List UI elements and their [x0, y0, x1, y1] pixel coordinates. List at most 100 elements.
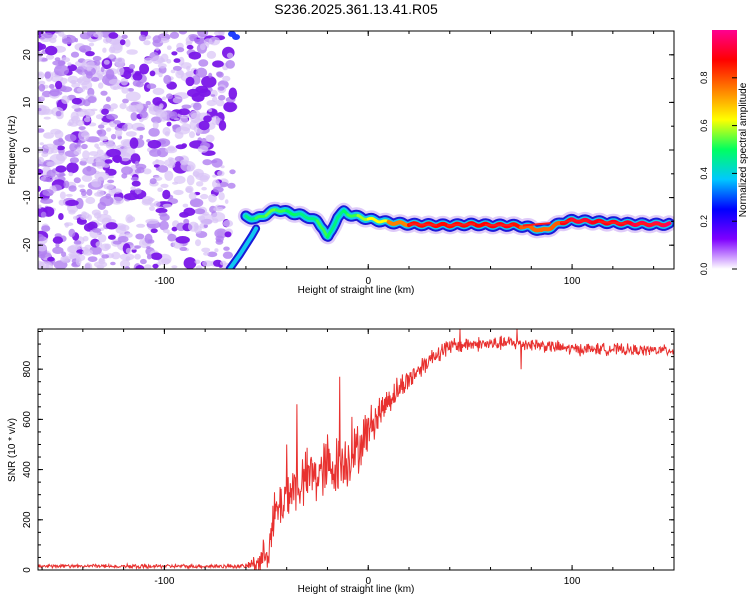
noise-blob	[113, 120, 121, 125]
noise-blob	[71, 97, 82, 105]
noise-blob	[52, 246, 64, 254]
noise-blob	[56, 145, 65, 151]
noise-blob	[111, 251, 121, 260]
noise-blob	[78, 129, 90, 142]
noise-blob	[114, 57, 125, 68]
noise-blob	[38, 185, 41, 192]
noise-blob	[134, 245, 142, 249]
noise-blob	[105, 143, 117, 149]
noise-blob	[145, 100, 151, 106]
noise-blob	[208, 194, 217, 203]
noise-blob	[143, 57, 153, 64]
noise-blob	[197, 31, 209, 38]
noise-blob	[67, 64, 78, 72]
noise-blob	[106, 113, 118, 120]
noise-blob	[132, 72, 143, 81]
noise-blob	[82, 166, 97, 176]
noise-blob	[214, 228, 228, 239]
snr-series-line	[38, 329, 674, 570]
noise-blob	[60, 77, 68, 85]
noise-blob	[179, 246, 188, 251]
noise-blob	[199, 175, 209, 183]
noise-blob	[179, 211, 190, 218]
noise-blob	[212, 179, 220, 189]
noise-blob	[135, 163, 147, 170]
noise-blob	[96, 264, 105, 269]
noise-blob	[86, 71, 93, 79]
noise-blob	[119, 253, 135, 261]
noise-blob	[58, 213, 64, 220]
noise-blob	[149, 203, 157, 207]
track-core-segment	[488, 221, 513, 229]
noise-blob	[44, 177, 51, 182]
track-core-segment	[529, 225, 544, 233]
noise-blob	[217, 86, 225, 91]
noise-blob	[201, 247, 211, 253]
spectrogram-ylabel: Frequency (Hz)	[7, 116, 18, 185]
noise-blob	[98, 257, 106, 265]
noise-blob	[119, 224, 130, 232]
noise-blob	[81, 174, 93, 182]
snr-panel: -100 0 100 0 200 400 600 800 Height of straigh…	[7, 328, 675, 595]
noise-blob	[45, 45, 58, 56]
noise-blob	[136, 223, 146, 228]
noise-blob	[210, 94, 216, 97]
noise-blob	[95, 241, 103, 248]
noise-blob	[68, 185, 77, 192]
noise-blob	[211, 115, 221, 126]
noise-blob	[217, 170, 225, 177]
noise-blob	[85, 51, 95, 57]
noise-blob	[226, 52, 234, 59]
noise-blob	[202, 159, 212, 166]
noise-blob	[96, 189, 105, 197]
noise-blob	[41, 152, 49, 158]
noise-blob	[215, 99, 225, 107]
noise-blob	[110, 42, 123, 54]
noise-blob	[71, 104, 80, 110]
noise-blob	[55, 80, 63, 90]
y-tick-label: -10	[22, 190, 33, 205]
spectrogram-y-ticks: -20 -10 0 10 20	[22, 30, 674, 270]
noise-blob	[83, 99, 91, 107]
noise-blob	[68, 228, 76, 238]
noise-blob	[188, 192, 197, 200]
noise-blob	[212, 218, 219, 224]
noise-blob	[160, 53, 169, 62]
noise-blob	[38, 105, 50, 115]
noise-blob	[186, 164, 195, 172]
noise-blob	[152, 97, 163, 106]
noise-blob	[161, 96, 167, 101]
noise-blob	[98, 234, 107, 243]
colorbar-ticks: 0.0 0.2 0.4 0.6 0.8	[699, 72, 737, 275]
noise-blob	[167, 233, 177, 242]
noise-blob	[61, 251, 67, 257]
x-tick-label: 100	[564, 576, 581, 587]
track-core-segment	[342, 209, 349, 216]
noise-blob	[194, 38, 205, 45]
noise-blob	[148, 105, 162, 116]
noise-blob	[125, 247, 132, 254]
noise-blob	[232, 34, 240, 40]
noise-blob	[185, 185, 194, 193]
y-tick-label: 200	[22, 511, 33, 528]
noise-blob	[55, 110, 62, 117]
track-core-segment	[330, 216, 340, 232]
noise-blob	[124, 232, 133, 238]
noise-blob	[228, 87, 238, 100]
noise-blob	[179, 116, 189, 124]
noise-blob	[215, 239, 224, 245]
noise-blob	[108, 79, 121, 85]
noise-blob	[91, 209, 101, 216]
noise-blob	[70, 51, 80, 58]
noise-blob	[46, 161, 57, 167]
noise-blob	[207, 251, 218, 258]
noise-blob	[198, 120, 210, 131]
noise-blob	[195, 67, 208, 78]
noise-blob	[87, 256, 98, 262]
noise-blob	[157, 187, 163, 192]
noise-blob	[173, 58, 181, 63]
noise-blob	[195, 239, 201, 247]
noise-blob	[100, 121, 109, 126]
noise-blob	[43, 116, 51, 120]
noise-blob	[180, 62, 192, 69]
